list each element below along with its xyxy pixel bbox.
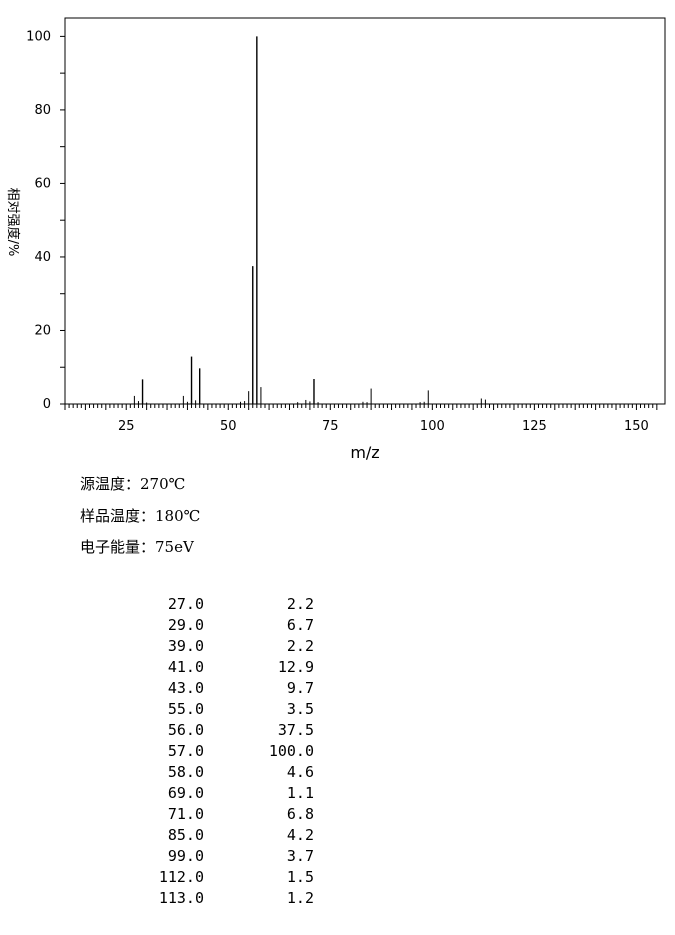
mz-value: 43.0 <box>167 679 204 697</box>
abundance-value: 1.1 <box>286 784 314 802</box>
mz-value: 113.0 <box>158 889 204 907</box>
mz-value: 41.0 <box>167 658 204 676</box>
table-row: 71.0 6.8 <box>140 804 314 825</box>
abundance-value: 3.7 <box>286 847 314 865</box>
table-row: 56.0 37.5 <box>140 720 314 741</box>
table-row: 29.0 6.7 <box>140 615 314 636</box>
abundance-value: 100.0 <box>268 742 314 760</box>
mz-value: 27.0 <box>167 595 204 613</box>
x-tick-label: 125 <box>522 419 547 434</box>
peak-table: 27.0 2.2 29.0 6.7 39.0 2.2 41.0 12.9 43.0 9.7 55.0… <box>140 594 314 909</box>
mz-value: 39.0 <box>167 637 204 655</box>
table-row: 43.0 9.7 <box>140 678 314 699</box>
y-tick-label: 0 <box>43 397 51 412</box>
mz-value: 71.0 <box>167 805 204 823</box>
abundance-value: 1.5 <box>286 868 314 886</box>
abundance-value: 9.7 <box>286 679 314 697</box>
mz-value: 58.0 <box>167 763 204 781</box>
mz-value: 55.0 <box>167 700 204 718</box>
abundance-value: 4.6 <box>286 763 314 781</box>
plot-frame <box>64 17 666 405</box>
y-tick-label: 100 <box>26 29 51 44</box>
y-axis: 0 20 40 60 80 100 <box>26 29 65 412</box>
mz-value: 99.0 <box>167 847 204 865</box>
x-tick-label: 25 <box>118 419 135 434</box>
mz-value: 57.0 <box>167 742 204 760</box>
peak-bars <box>133 36 486 404</box>
source-temperature: 源温度：270℃ <box>80 475 186 493</box>
abundance-value: 37.5 <box>277 721 314 739</box>
y-tick-label: 80 <box>34 103 51 118</box>
abundance-value: 1.2 <box>286 889 314 907</box>
x-axis-label: m/z <box>350 443 379 462</box>
mass-spectrum-chart: 0 20 40 60 80 100 25 50 75 100 125 150 相对强度/% m/z <box>5 17 666 462</box>
table-row: 69.0 1.1 <box>140 783 314 804</box>
mz-value: 85.0 <box>167 826 204 844</box>
table-row: 41.0 12.9 <box>140 657 314 678</box>
mz-value: 56.0 <box>167 721 204 739</box>
x-tick-label: 100 <box>420 419 445 434</box>
abundance-value: 6.7 <box>286 616 314 634</box>
x-tick-label: 75 <box>322 419 339 434</box>
abundance-value: 12.9 <box>277 658 314 676</box>
table-row: 113.0 1.2 <box>140 888 314 909</box>
y-axis-label: 相对强度/% <box>5 188 21 257</box>
abundance-value: 4.2 <box>286 826 314 844</box>
table-row: 55.0 3.5 <box>140 699 314 720</box>
x-tick-label: 50 <box>220 419 237 434</box>
table-row: 57.0 100.0 <box>140 741 314 762</box>
abundance-value: 3.5 <box>286 700 314 718</box>
table-row: 85.0 4.2 <box>140 825 314 846</box>
x-axis: 25 50 75 100 125 150 <box>64 404 658 434</box>
table-row: 27.0 2.2 <box>140 594 314 615</box>
y-tick-label: 20 <box>34 323 51 338</box>
sample-temperature: 样品温度：180℃ <box>80 507 201 525</box>
y-tick-label: 40 <box>34 250 51 265</box>
electron-energy: 电子能量：75eV <box>80 538 194 556</box>
mz-value: 69.0 <box>167 784 204 802</box>
mz-value: 29.0 <box>167 616 204 634</box>
mz-value: 112.0 <box>158 868 204 886</box>
abundance-value: 2.2 <box>286 595 314 613</box>
table-row: 39.0 2.2 <box>140 636 314 657</box>
abundance-value: 6.8 <box>286 805 314 823</box>
table-row: 58.0 4.6 <box>140 762 314 783</box>
abundance-value: 2.2 <box>286 637 314 655</box>
table-row: 112.0 1.5 <box>140 867 314 888</box>
x-tick-label: 150 <box>624 419 649 434</box>
y-tick-label: 60 <box>34 176 51 191</box>
table-row: 99.0 3.7 <box>140 846 314 867</box>
